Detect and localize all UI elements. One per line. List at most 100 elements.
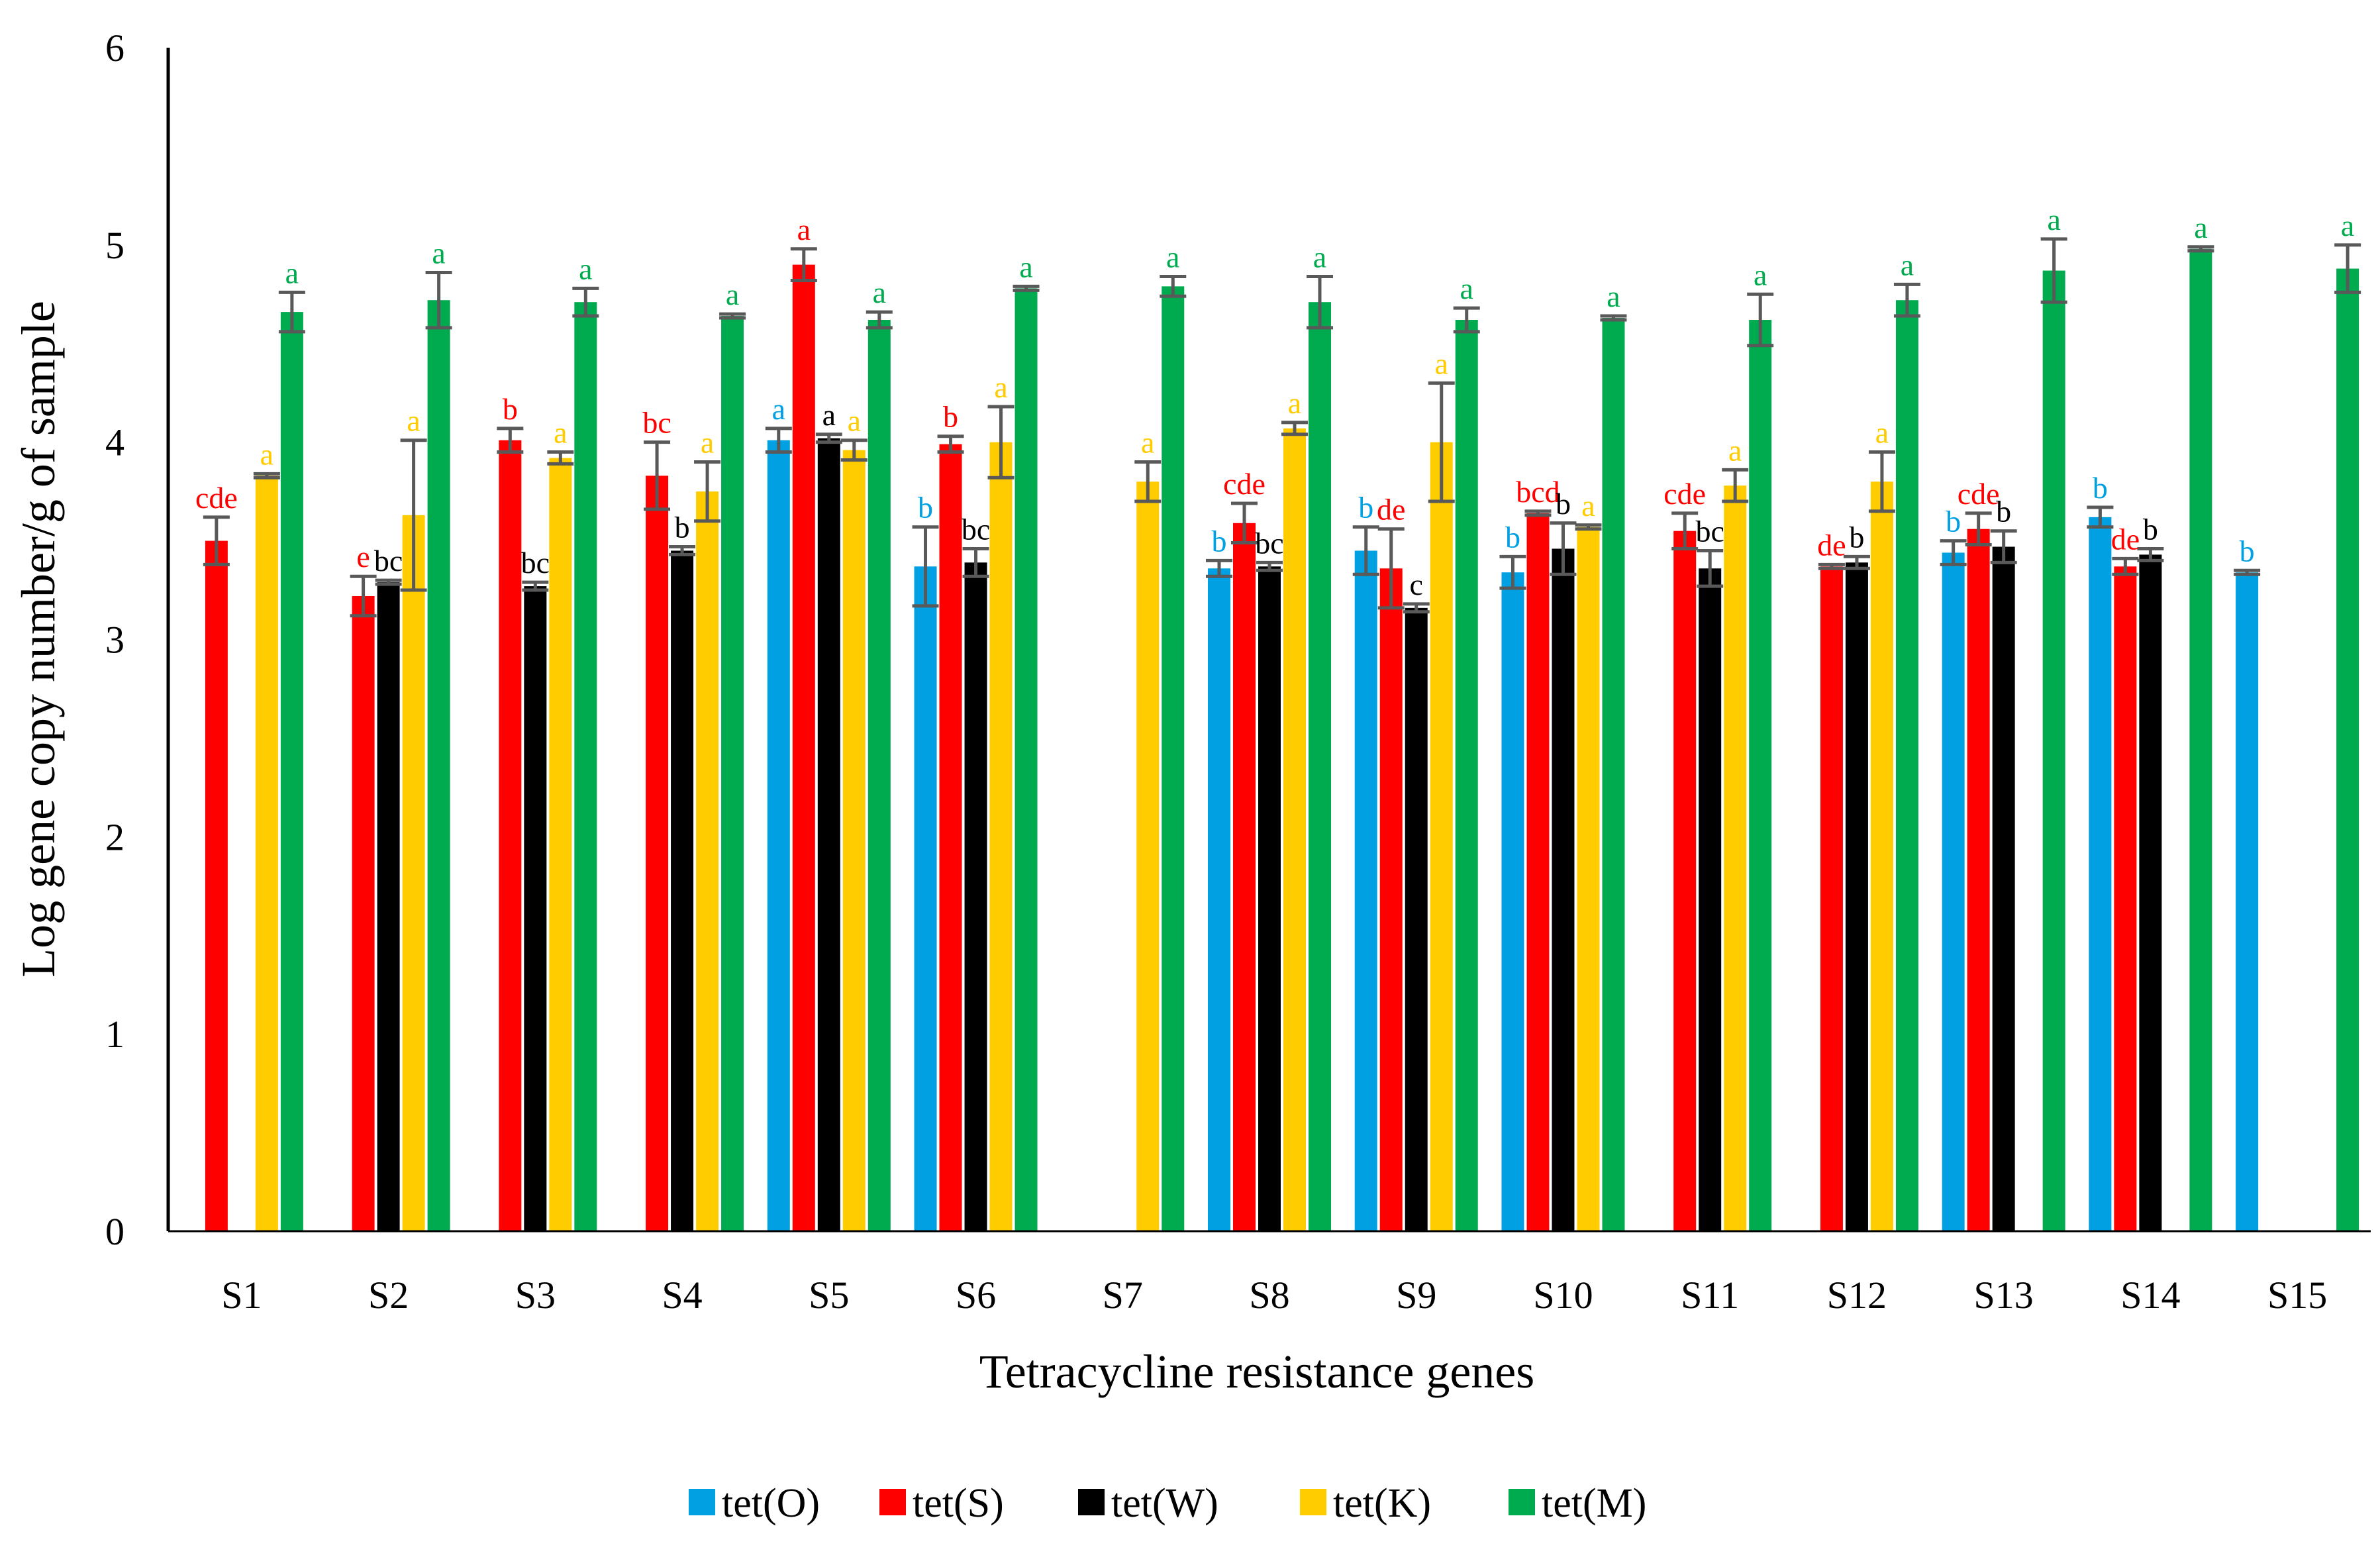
sig-label-teto-s14: b bbox=[2093, 471, 2108, 505]
legend-item-tetk: tet(K) bbox=[1300, 1481, 1431, 1526]
bar-tets-s3 bbox=[499, 440, 522, 1231]
bar-teto-s13 bbox=[1942, 552, 1965, 1231]
x-tick-label-s7: S7 bbox=[1103, 1274, 1143, 1317]
bar-tets-s2 bbox=[352, 595, 375, 1231]
error-bar-tetm-s10 bbox=[1600, 314, 1627, 322]
legend-item-tetm: tet(M) bbox=[1509, 1481, 1646, 1526]
error-bar-tetk-s9 bbox=[1428, 381, 1455, 503]
error-bar-tetw-s3 bbox=[522, 580, 549, 592]
bar-tetw-s5 bbox=[817, 438, 840, 1232]
sig-label-tets-s13: cde bbox=[1958, 477, 2000, 511]
error-bar-tetm-s14 bbox=[2187, 245, 2214, 253]
error-bar-teto-s9 bbox=[1352, 525, 1379, 576]
bar-teto-s10 bbox=[1501, 572, 1524, 1231]
error-bar-tetm-s2 bbox=[425, 271, 452, 330]
sig-label-tetw-s12: b bbox=[1849, 520, 1864, 554]
legend-label-tetm: tet(M) bbox=[1542, 1481, 1646, 1526]
x-tick-label-s13: S13 bbox=[1974, 1274, 2034, 1317]
sig-label-teto-s6: b bbox=[918, 491, 933, 525]
sig-label-tetk-s9: a bbox=[1435, 346, 1448, 380]
sig-label-teto-s10: b bbox=[1505, 520, 1520, 554]
bars-layer bbox=[205, 248, 2359, 1232]
bar-tetw-s9 bbox=[1405, 607, 1428, 1231]
bar-tetm-s13 bbox=[2042, 270, 2065, 1232]
sig-label-tetk-s12: a bbox=[1875, 416, 1889, 450]
bar-tetm-s1 bbox=[280, 312, 303, 1231]
bar-teto-s6 bbox=[914, 566, 937, 1231]
bar-tets-s13 bbox=[1967, 529, 1990, 1231]
legend-label-tetk: tet(K) bbox=[1333, 1481, 1431, 1526]
sig-label-tetm-s4: a bbox=[726, 278, 739, 311]
sig-label-tetk-s2: a bbox=[407, 404, 420, 438]
sig-label-teto-s13: b bbox=[1946, 505, 1961, 538]
x-tick-label-s9: S9 bbox=[1396, 1274, 1436, 1317]
bar-tets-s14 bbox=[2114, 566, 2137, 1231]
x-tick-label-s5: S5 bbox=[809, 1274, 849, 1317]
error-bar-tets-s8 bbox=[1231, 501, 1258, 545]
y-tick-labels: 0 1 2 3 4 5 6 bbox=[105, 26, 124, 1253]
x-axis-title: Tetracycline resistance genes bbox=[979, 1345, 1535, 1398]
sig-label-tetm-s14: a bbox=[2194, 211, 2207, 244]
x-tick-label-s4: S4 bbox=[662, 1274, 702, 1317]
bar-tetw-s6 bbox=[964, 562, 987, 1231]
legend-swatch-tets bbox=[879, 1489, 906, 1515]
bar-tetm-s15 bbox=[2336, 268, 2359, 1231]
error-bars-layer bbox=[203, 237, 2361, 618]
error-bar-tetm-s1 bbox=[278, 290, 305, 334]
x-tick-label-s14: S14 bbox=[2120, 1274, 2180, 1317]
bar-tetk-s11 bbox=[1724, 485, 1747, 1232]
bar-tets-s5 bbox=[792, 264, 815, 1231]
sig-label-tetm-s1: a bbox=[285, 256, 299, 289]
x-tick-label-s10: S10 bbox=[1533, 1274, 1593, 1317]
y-axis-title: Log gene copy number/g of sample bbox=[12, 301, 65, 978]
bar-tets-s8 bbox=[1233, 523, 1256, 1231]
x-tick-label-s6: S6 bbox=[956, 1274, 996, 1317]
legend-item-tetw: tet(W) bbox=[1078, 1481, 1218, 1526]
sig-label-tetm-s11: a bbox=[1754, 258, 1767, 291]
legend-swatch-tetw bbox=[1078, 1489, 1105, 1515]
error-bar-tetm-s3 bbox=[572, 286, 599, 318]
sig-label-tetw-s4: b bbox=[675, 511, 690, 544]
error-bar-tetk-s8 bbox=[1281, 421, 1308, 436]
error-bar-tetw-s13 bbox=[1990, 529, 2017, 564]
bar-tetm-s5 bbox=[868, 320, 891, 1231]
error-bar-tetm-s12 bbox=[1893, 282, 1920, 318]
bar-tetm-s14 bbox=[2189, 248, 2212, 1231]
sig-label-teto-s15: b bbox=[2240, 534, 2255, 568]
error-bar-tetm-s7 bbox=[1160, 274, 1187, 298]
error-bar-tetk-s2 bbox=[400, 438, 427, 592]
x-tick-label-s11: S11 bbox=[1681, 1274, 1739, 1317]
error-bar-tets-s2 bbox=[350, 574, 377, 618]
sig-label-tetk-s7: a bbox=[1141, 425, 1154, 459]
sig-label-tets-s12: de bbox=[1817, 528, 1846, 562]
error-bar-tets-s1 bbox=[203, 515, 230, 566]
error-bar-tetw-s4 bbox=[669, 545, 696, 556]
error-bar-teto-s5 bbox=[765, 427, 792, 454]
bar-tets-s10 bbox=[1526, 513, 1550, 1231]
sig-label-tets-s5: a bbox=[797, 213, 811, 246]
y-tick-label-4: 4 bbox=[105, 421, 124, 464]
sig-label-tetw-s9: c bbox=[1410, 568, 1423, 601]
bar-tets-s1 bbox=[205, 540, 228, 1232]
error-bar-tets-s3 bbox=[497, 427, 524, 454]
x-tick-label-s2: S2 bbox=[368, 1274, 409, 1317]
sig-label-tets-s2: e bbox=[356, 540, 370, 574]
bar-teto-s8 bbox=[1208, 568, 1230, 1231]
sig-label-tetw-s3: bc bbox=[521, 546, 550, 580]
bar-tetk-s1 bbox=[255, 476, 278, 1231]
bar-tetk-s6 bbox=[989, 442, 1013, 1231]
sig-label-tetm-s12: a bbox=[1901, 248, 1914, 281]
bar-teto-s9 bbox=[1354, 550, 1377, 1231]
x-tick-labels: S1 S2 S3 S4 S5 S6 S7 S8 S9 S10 S11 S12 S13 S14 S15 bbox=[221, 1274, 2327, 1317]
error-bar-tets-s12 bbox=[1818, 562, 1845, 570]
bar-tetm-s10 bbox=[1602, 318, 1625, 1231]
y-tick-label-6: 6 bbox=[105, 26, 124, 70]
sig-label-teto-s9: b bbox=[1358, 491, 1373, 525]
error-bar-tetm-s15 bbox=[2334, 243, 2361, 294]
bar-tetw-s2 bbox=[377, 582, 400, 1231]
bar-tetk-s3 bbox=[549, 458, 572, 1231]
bar-tets-s9 bbox=[1379, 568, 1403, 1231]
sig-label-tetw-s6: bc bbox=[962, 512, 990, 546]
legend-swatch-tetk bbox=[1300, 1489, 1326, 1515]
error-bar-tetm-s4 bbox=[719, 312, 746, 320]
